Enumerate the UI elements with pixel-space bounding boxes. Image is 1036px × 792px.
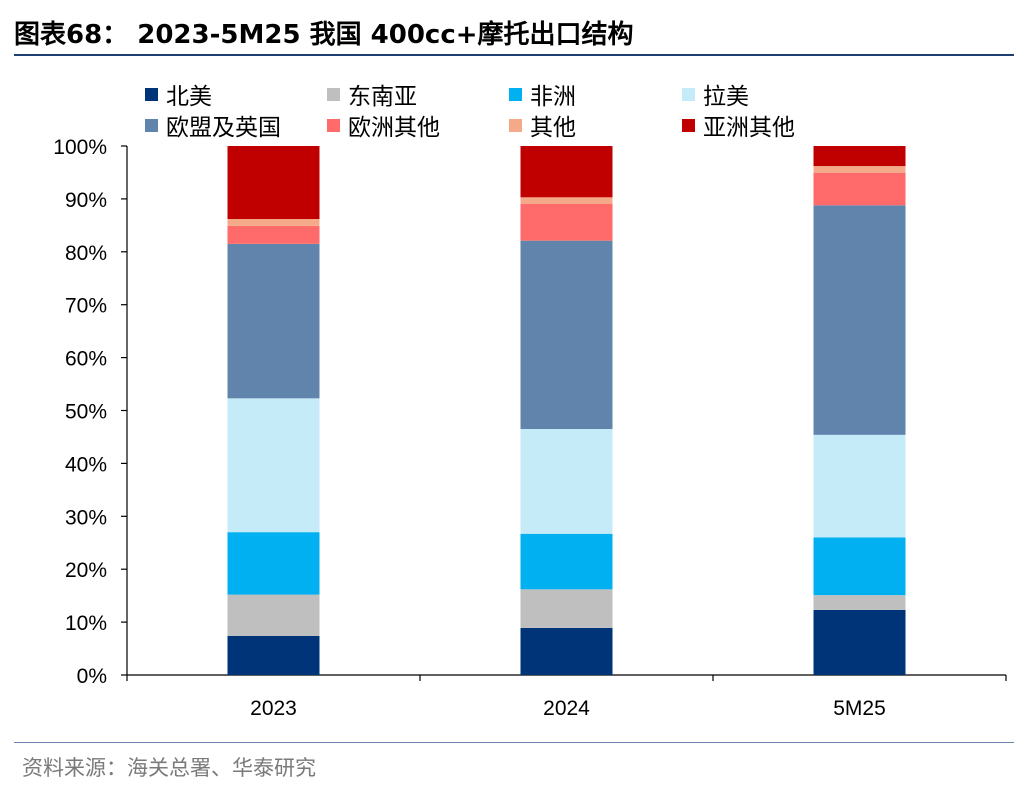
y-tick-label: 20%	[65, 559, 107, 582]
x-tick-label: 2024	[543, 697, 590, 720]
bar-segment	[227, 635, 320, 675]
bar-segment	[520, 203, 613, 241]
legend-item: 非洲	[509, 79, 576, 110]
y-tick-label: 0%	[77, 665, 107, 688]
y-tick-label: 30%	[65, 506, 107, 529]
legend-item: 欧洲其他	[327, 110, 440, 141]
bar-segment	[227, 225, 320, 244]
legend-item: 东南亚	[327, 79, 417, 110]
bar-segment	[520, 429, 613, 534]
bar-segment	[227, 146, 320, 220]
y-tick-label: 60%	[65, 348, 107, 371]
legend-swatch	[327, 118, 340, 132]
legend-swatch	[145, 118, 158, 132]
bar-segment	[520, 197, 613, 204]
legend-item: 北美	[145, 79, 212, 110]
bar-segment	[813, 434, 906, 538]
legend-item: 亚洲其他	[682, 110, 795, 141]
legend-label: 亚洲其他	[703, 115, 795, 141]
plot-area: 0% 10% 20% 30% 40% 50% 60% 70% 80% 90% 100% 2023 202…	[53, 136, 1007, 720]
bar-segment	[813, 172, 906, 206]
legend-swatch	[509, 118, 522, 132]
bar-segment	[813, 609, 906, 675]
bar-segment	[813, 595, 906, 610]
chart-legend: 北美 东南亚 非洲 拉美欧盟及英国 欧洲其他 其他 亚洲其他	[145, 79, 1025, 143]
legend-swatch	[145, 87, 158, 101]
legend-item: 拉美	[682, 79, 749, 110]
bar-segment	[520, 146, 613, 198]
y-tick-label: 40%	[65, 453, 107, 476]
y-tick-label: 100%	[53, 136, 107, 159]
title-divider	[14, 54, 1014, 56]
bar-segment	[520, 627, 613, 675]
bar-segment	[227, 219, 320, 226]
x-tick-label: 5M25	[833, 697, 886, 720]
source-divider	[14, 742, 1014, 743]
bar-segment	[227, 532, 320, 595]
y-tick-label: 90%	[65, 189, 107, 212]
x-tick-label: 2023	[250, 697, 297, 720]
legend-swatch	[327, 87, 340, 101]
source-note: 资料来源：海关总署、华泰研究	[22, 756, 316, 780]
legend-swatch	[509, 87, 522, 101]
legend-swatch	[682, 118, 695, 132]
legend-item: 其他	[509, 110, 576, 141]
y-tick-label: 80%	[65, 242, 107, 265]
bar-segment	[813, 166, 906, 173]
bar-segment	[813, 537, 906, 596]
y-tick-label: 10%	[65, 612, 107, 635]
bar-segment	[227, 243, 320, 399]
legend-label: 其他	[530, 115, 576, 141]
bar-segment	[813, 146, 906, 167]
legend-label: 欧盟及英国	[166, 115, 281, 141]
bar-segment	[520, 533, 613, 590]
y-tick-label: 50%	[65, 401, 107, 424]
legend-item: 欧盟及英国	[145, 110, 281, 141]
legend-label: 拉美	[703, 84, 749, 110]
bar-segment	[520, 240, 613, 430]
legend-label: 非洲	[530, 84, 576, 110]
chart-title: 图表68： 2023-5M25 我国 400cc+摩托出口结构	[14, 20, 634, 50]
legend-label: 北美	[166, 84, 212, 110]
bar-segment	[227, 594, 320, 636]
legend-label: 欧洲其他	[348, 115, 440, 141]
bar-segment	[227, 398, 320, 533]
legend-swatch	[682, 87, 695, 101]
bar-segment	[520, 589, 613, 628]
y-tick-label: 70%	[65, 295, 107, 318]
bar-segment	[813, 205, 906, 435]
legend-label: 东南亚	[348, 84, 417, 110]
